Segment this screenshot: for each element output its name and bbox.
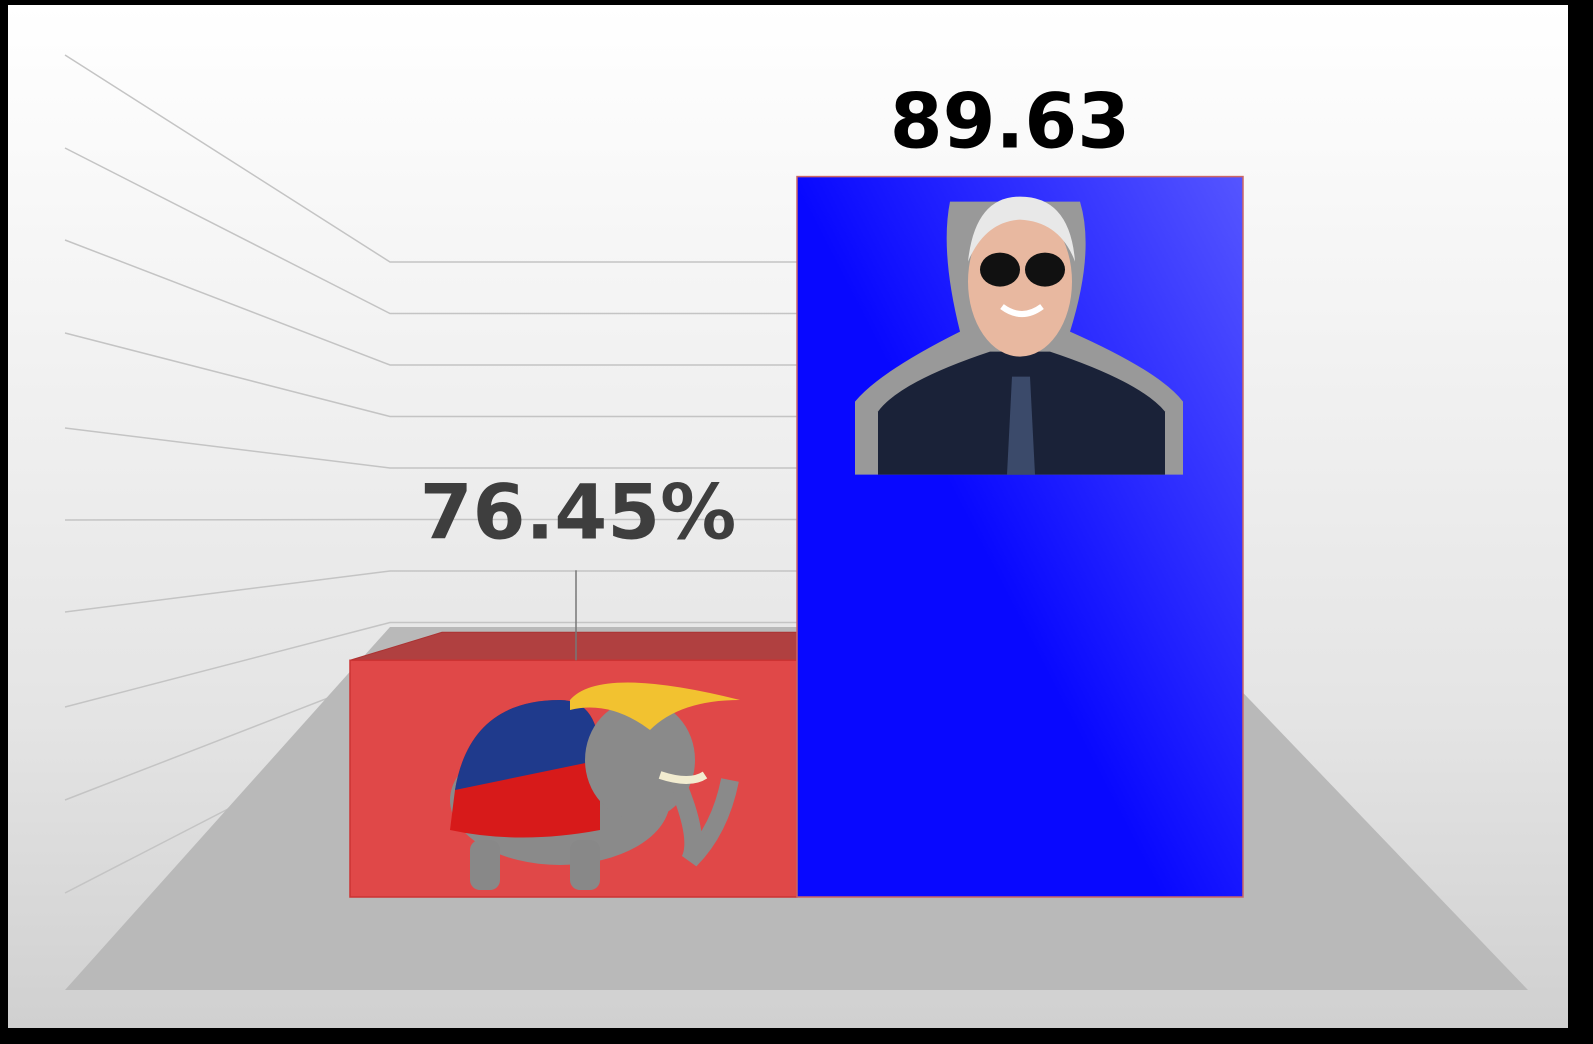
bars xyxy=(349,175,1244,898)
wall-line xyxy=(64,518,797,521)
elephant-leg xyxy=(470,840,500,890)
bar xyxy=(796,175,1244,898)
wall-line xyxy=(64,332,797,418)
portrait-face xyxy=(968,206,1072,357)
wall-line xyxy=(64,570,797,613)
value-label: 89.63 xyxy=(890,77,1130,166)
wall-line xyxy=(64,239,797,366)
portrait-hair xyxy=(968,196,1075,262)
elephant-trunk xyxy=(671,778,739,867)
portrait-glasses xyxy=(1025,252,1065,287)
wall-line xyxy=(64,147,797,315)
portrait-glasses xyxy=(980,252,1020,287)
value-label: 76.45% xyxy=(420,467,737,556)
portrait-illustration xyxy=(855,196,1183,475)
wall-line xyxy=(64,54,797,263)
wall-line xyxy=(64,621,797,708)
wall-line xyxy=(64,427,797,469)
elephant-head xyxy=(585,700,695,820)
elephant-illustration xyxy=(450,682,740,890)
elephant-leg xyxy=(570,840,600,890)
elephant-hair xyxy=(570,682,740,730)
elephant-tusk xyxy=(658,771,708,784)
portrait-smile xyxy=(1000,304,1044,318)
portrait-tie xyxy=(1007,376,1035,475)
elephant-blanket-blue xyxy=(455,700,600,790)
